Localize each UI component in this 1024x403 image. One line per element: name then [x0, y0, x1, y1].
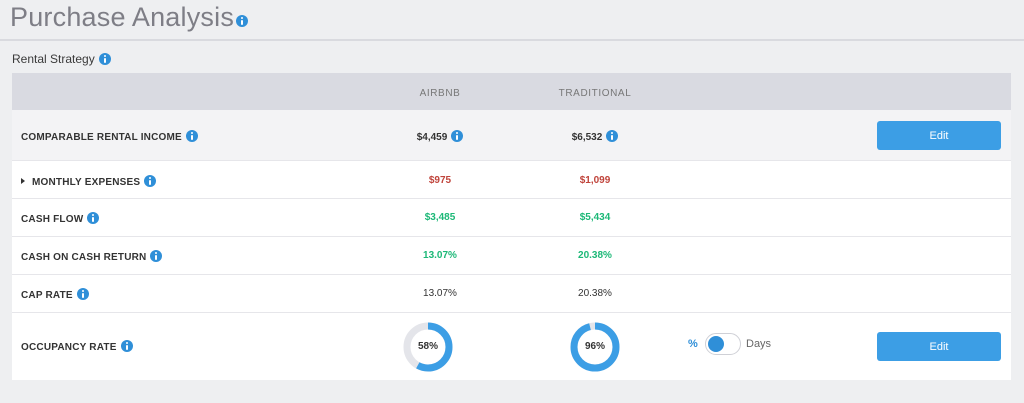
info-icon[interactable] [87, 212, 100, 224]
table-row: OCCUPANCY RATE 58% 96% % Days Edit [12, 313, 1011, 380]
row-label: CASH FLOW [21, 212, 100, 225]
airbnb-value: $4,459 [380, 130, 500, 143]
toggle-days-label[interactable]: Days [746, 338, 772, 350]
airbnb-value-text: $4,459 [416, 132, 448, 143]
info-icon[interactable] [76, 288, 89, 300]
row-label: COMPARABLE RENTAL INCOME [21, 130, 198, 143]
info-icon[interactable] [236, 15, 249, 27]
column-header-airbnb: AIRBNB [419, 88, 461, 99]
airbnb-value: $3,485 [424, 212, 456, 223]
airbnb-occupancy-donut: 58% [402, 321, 454, 373]
traditional-value: 20.38% [578, 250, 612, 261]
column-header-traditional: TRADITIONAL [558, 88, 632, 99]
donut-label: 96% [584, 341, 605, 352]
toggle-switch[interactable] [705, 333, 741, 355]
section-label: Rental Strategy [12, 52, 111, 66]
donut-fill [403, 322, 453, 372]
edit-rental-income-button[interactable]: Edit [877, 121, 1001, 150]
traditional-value: 20.38% [578, 288, 612, 299]
page-title-text: Purchase Analysis [10, 2, 235, 32]
info-icon[interactable] [144, 175, 157, 187]
row-label-text: MONTHLY EXPENSES [32, 177, 141, 188]
table-row: CASH FLOW $3,485 $5,434 [12, 199, 1011, 237]
table-row: COMPARABLE RENTAL INCOME $4,459 $6,532 E… [12, 110, 1011, 161]
row-label-text: CASH FLOW [21, 214, 84, 225]
analysis-table: AIRBNB TRADITIONAL COMPARABLE RENTAL INC… [12, 73, 1011, 380]
info-icon[interactable] [150, 250, 163, 262]
info-icon[interactable] [120, 340, 133, 352]
donut-chart [570, 322, 620, 372]
info-icon[interactable] [98, 53, 111, 65]
edit-occupancy-button[interactable]: Edit [877, 332, 1001, 361]
donut-fill [570, 322, 620, 372]
info-icon[interactable] [185, 130, 198, 142]
percent-days-toggle[interactable]: % Days [688, 333, 808, 355]
row-label-text: OCCUPANCY RATE [21, 342, 117, 353]
row-label: CASH ON CASH RETURN [21, 250, 163, 263]
traditional-value-text: $6,532 [571, 132, 603, 143]
row-label-text: CASH ON CASH RETURN [21, 252, 147, 263]
row-label: CAP RATE [21, 288, 89, 301]
table-header: AIRBNB TRADITIONAL [12, 73, 1011, 110]
caret-right-icon[interactable] [21, 178, 25, 184]
toggle-knob[interactable] [708, 336, 724, 352]
page-title: Purchase Analysis [10, 2, 249, 33]
donut-chart [403, 322, 453, 372]
info-icon[interactable] [606, 130, 619, 142]
table-row: CAP RATE 13.07% 20.38% [12, 275, 1011, 313]
info-icon[interactable] [451, 130, 464, 142]
row-label-text: CAP RATE [21, 290, 73, 301]
row-label[interactable]: MONTHLY EXPENSES [21, 175, 157, 188]
row-label-text: COMPARABLE RENTAL INCOME [21, 132, 182, 143]
traditional-value: $5,434 [579, 212, 611, 223]
table-row[interactable]: MONTHLY EXPENSES $975 $1,099 [12, 161, 1011, 199]
table-row: CASH ON CASH RETURN 13.07% 20.38% [12, 237, 1011, 275]
toggle-percent-label[interactable]: % [688, 338, 698, 350]
donut-label: 58% [417, 341, 438, 352]
traditional-occupancy-donut: 96% [569, 321, 621, 373]
row-label: OCCUPANCY RATE [21, 340, 133, 353]
traditional-value: $1,099 [579, 175, 611, 186]
title-divider [0, 39, 1024, 41]
traditional-value: $6,532 [535, 130, 655, 143]
airbnb-value: $975 [428, 175, 452, 186]
section-label-text: Rental Strategy [12, 52, 95, 66]
airbnb-value: 13.07% [423, 250, 457, 261]
airbnb-value: 13.07% [423, 288, 457, 299]
